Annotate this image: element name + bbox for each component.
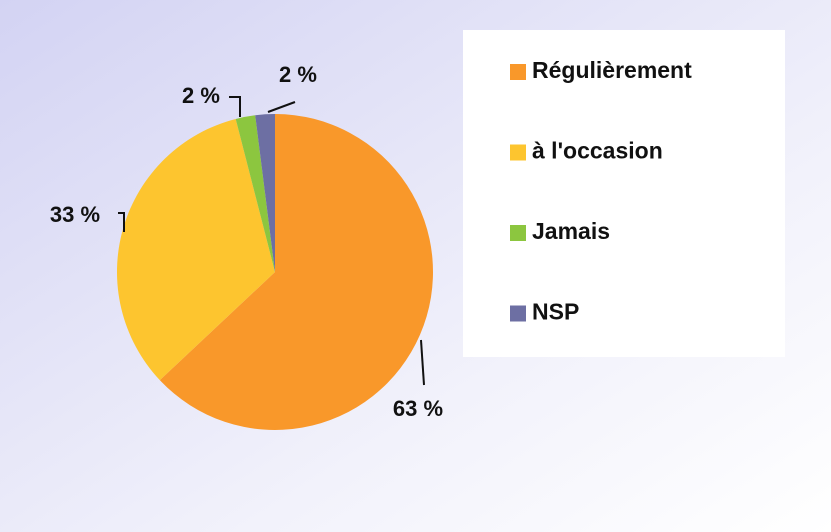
legend-box (463, 30, 785, 357)
leader-line (420, 339, 425, 386)
legend-label: à l'occasion (532, 138, 663, 164)
data-label: 2 % (182, 83, 220, 108)
data-label: 33 % (50, 202, 100, 227)
legend-swatch (510, 305, 526, 322)
pie-slice (255, 114, 275, 272)
legend-label: Jamais (532, 218, 610, 244)
pie-slice (235, 115, 275, 272)
legend-label: Régulièrement (532, 57, 692, 83)
legend-label: NSP (532, 299, 579, 325)
leader-line (118, 212, 125, 232)
pie-slice (159, 114, 434, 430)
legend-swatch (510, 64, 526, 80)
legend: Régulièrement à l'occasion Jamais NSP (510, 57, 692, 325)
legend-swatch (510, 225, 526, 241)
pie-slice (116, 118, 276, 381)
data-label: 2 % (279, 62, 317, 87)
leader-line (267, 101, 296, 113)
pie: 63 % 33 % 2 % 2 % (50, 62, 443, 430)
legend-swatch (510, 144, 526, 161)
data-label: 63 % (393, 396, 443, 421)
leader-line (229, 96, 241, 117)
